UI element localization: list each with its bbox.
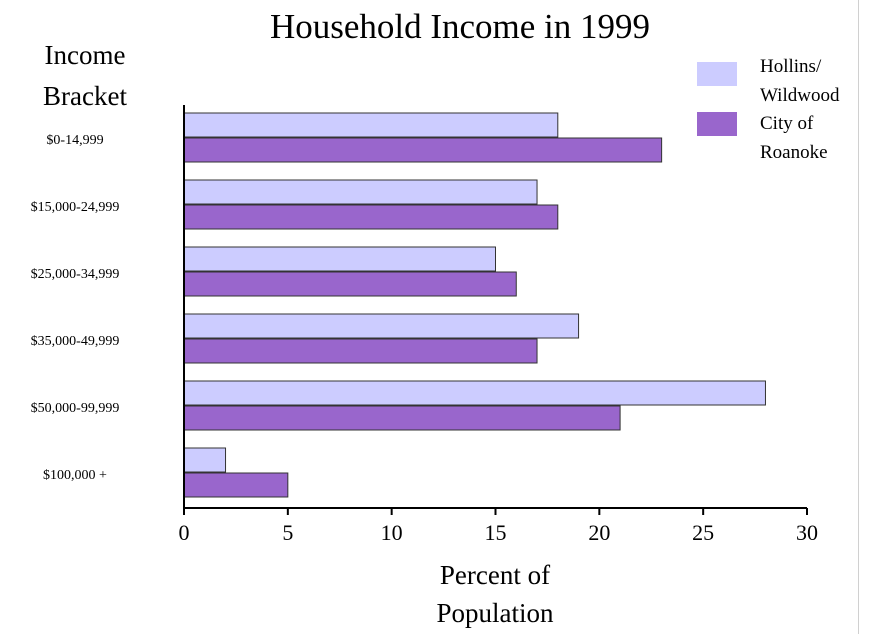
legend-label-city-of-roanoke-line-2: Roanoke <box>760 142 828 163</box>
bar-group <box>183 112 766 498</box>
bar-city-of-roanoke-35-000-49-999 <box>183 338 538 364</box>
x-axis-label-line-2: Population <box>436 598 554 628</box>
bar-hollins-wildwood-0-14-999 <box>183 112 559 138</box>
legend: Hollins/ Wildwood City of Roanoke <box>697 56 840 163</box>
legend-swatch-hollins-wildwood <box>697 62 737 86</box>
legend-label-city-of-roanoke-line-1: City of <box>760 113 814 134</box>
x-tick-label-25: 25 <box>692 520 714 545</box>
bar-city-of-roanoke-15-000-24-999 <box>183 204 559 230</box>
category-label-100-000: $100,000 + <box>43 468 107 483</box>
category-label-50-000-99-999: $50,000-99,999 <box>31 401 120 416</box>
bar-hollins-wildwood-100-000 <box>183 447 227 473</box>
category-labels: $0-14,999 $15,000-24,999 $25,000-34,999 $35… <box>31 133 120 483</box>
x-axis-label-line-1: Percent of <box>440 560 550 590</box>
x-tick-label-15: 15 <box>485 520 507 545</box>
bar-hollins-wildwood-25-000-34-999 <box>183 246 496 272</box>
legend-label-hollins-wildwood-line-2: Wildwood <box>760 85 840 106</box>
category-label-0-14-999: $0-14,999 <box>46 133 103 148</box>
y-axis-label-line-2: Bracket <box>43 81 127 111</box>
category-label-15-000-24-999: $15,000-24,999 <box>31 200 120 215</box>
x-axis-ticks: 0 5 10 15 20 25 30 <box>179 508 818 545</box>
bar-hollins-wildwood-50-000-99-999 <box>183 380 766 406</box>
legend-swatch-city-of-roanoke <box>697 112 737 136</box>
x-tick-label-5: 5 <box>282 520 293 545</box>
category-label-25-000-34-999: $25,000-34,999 <box>31 267 120 282</box>
x-tick-label-20: 20 <box>588 520 610 545</box>
bar-city-of-roanoke-0-14-999 <box>183 137 663 163</box>
bar-city-of-roanoke-100-000 <box>183 472 289 498</box>
y-axis-label-line-1: Income <box>45 40 126 70</box>
x-tick-label-30: 30 <box>796 520 818 545</box>
x-tick-label-10: 10 <box>381 520 403 545</box>
page-edge-rule <box>858 0 859 634</box>
bar-city-of-roanoke-25-000-34-999 <box>183 271 517 297</box>
bar-hollins-wildwood-15-000-24-999 <box>183 179 538 205</box>
bar-hollins-wildwood-35-000-49-999 <box>183 313 580 339</box>
bar-city-of-roanoke-50-000-99-999 <box>183 405 621 431</box>
category-label-35-000-49-999: $35,000-49,999 <box>31 334 120 349</box>
chart-title: Household Income in 1999 <box>270 7 650 46</box>
legend-label-hollins-wildwood-line-1: Hollins/ <box>760 56 822 77</box>
x-tick-label-0: 0 <box>179 520 190 545</box>
